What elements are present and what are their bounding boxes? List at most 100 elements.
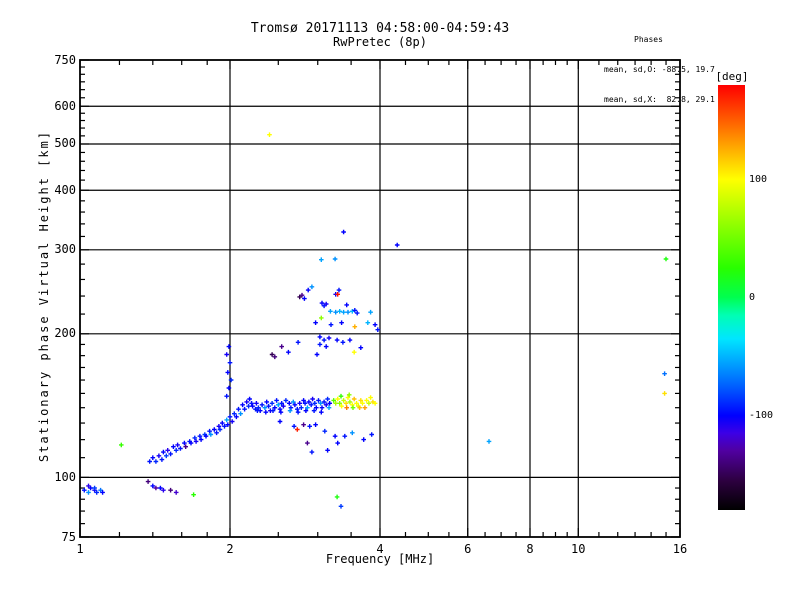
data-point — [150, 483, 156, 489]
data-point — [225, 422, 231, 427]
data-point — [301, 422, 306, 427]
x-tick-label: 16 — [672, 542, 688, 556]
data-point — [302, 401, 308, 406]
data-point — [212, 427, 217, 432]
data-point — [305, 440, 310, 446]
data-point — [331, 398, 336, 403]
figure-title: Tromsø 20171113 04:58:00-04:59:43 — [250, 21, 510, 36]
data-point — [246, 403, 251, 409]
data-point — [272, 405, 278, 410]
data-point — [328, 309, 333, 314]
data-point — [335, 396, 340, 402]
data-point — [323, 402, 329, 408]
data-point — [291, 399, 296, 405]
data-point — [255, 408, 260, 413]
data-point — [173, 490, 179, 495]
data-point — [350, 405, 356, 410]
data-point — [346, 392, 352, 398]
y-tick-label: 300 — [54, 242, 76, 257]
data-point — [313, 320, 318, 325]
data-point — [159, 457, 165, 462]
data-point — [345, 395, 351, 400]
data-point — [86, 483, 91, 489]
data-point — [214, 430, 219, 436]
data-point — [247, 396, 252, 402]
data-point — [341, 398, 346, 403]
data-point — [662, 371, 667, 376]
data-point — [317, 334, 323, 340]
data-point — [369, 432, 374, 437]
x-tick-label: 6 — [464, 542, 472, 556]
phase-stats: Phases mean, sd,O: -88.5, 19.7 mean, sd,… — [604, 15, 715, 125]
data-point — [82, 487, 87, 493]
data-point — [279, 344, 284, 349]
data-point — [319, 315, 324, 321]
data-point — [486, 439, 492, 444]
data-point — [354, 401, 359, 406]
data-point — [168, 451, 173, 457]
data-point — [339, 320, 344, 325]
data-point — [236, 406, 241, 412]
data-point — [256, 405, 261, 410]
data-point — [222, 424, 227, 429]
data-point — [227, 414, 233, 420]
data-point — [343, 401, 349, 406]
data-point — [86, 490, 91, 495]
data-point — [100, 490, 105, 495]
data-point — [340, 340, 346, 345]
data-point — [254, 401, 259, 406]
data-point — [351, 396, 357, 402]
data-point — [242, 406, 247, 412]
data-point — [372, 401, 378, 406]
data-point — [291, 424, 297, 429]
data-point — [175, 442, 180, 448]
data-point — [344, 405, 349, 410]
x-tick-label: 1 — [76, 542, 84, 556]
y-tick-label: 200 — [54, 326, 76, 341]
data-point — [350, 309, 355, 314]
data-point — [266, 403, 271, 409]
data-point — [307, 424, 312, 429]
data-point — [305, 405, 310, 410]
colorbar-tick-label: -100 — [749, 410, 774, 422]
data-point — [178, 446, 183, 451]
data-point — [347, 337, 353, 343]
data-point — [161, 487, 166, 493]
data-point — [145, 479, 151, 484]
data-point — [341, 309, 346, 315]
data-point — [264, 399, 269, 405]
data-point — [663, 256, 669, 262]
data-point — [92, 485, 97, 491]
data-point — [217, 427, 223, 432]
data-point — [295, 427, 300, 432]
y-tick-label: 500 — [54, 136, 76, 151]
data-point — [229, 419, 235, 424]
data-point — [394, 242, 400, 248]
data-point — [351, 349, 357, 355]
data-point — [309, 449, 315, 455]
data-point — [360, 401, 365, 406]
colorbar-tick-label: 0 — [749, 292, 756, 303]
x-axis-label: Frequency [MHz] — [325, 552, 435, 566]
data-point — [216, 424, 222, 429]
data-point — [295, 409, 301, 415]
data-point — [354, 310, 360, 316]
data-point — [225, 370, 231, 375]
data-point — [278, 409, 284, 415]
data-point — [274, 398, 279, 403]
data-point — [372, 322, 378, 327]
data-point — [313, 422, 318, 427]
data-point — [238, 411, 243, 416]
data-point — [279, 401, 284, 406]
data-point — [147, 459, 152, 464]
data-point — [332, 433, 338, 439]
data-point — [301, 398, 306, 403]
data-point — [334, 337, 340, 343]
data-point — [319, 257, 324, 262]
data-point — [272, 354, 278, 360]
data-point — [208, 432, 214, 437]
data-point — [323, 344, 329, 349]
data-point — [319, 409, 324, 415]
figure-subtitle: RwPretec (8p) — [333, 35, 427, 49]
